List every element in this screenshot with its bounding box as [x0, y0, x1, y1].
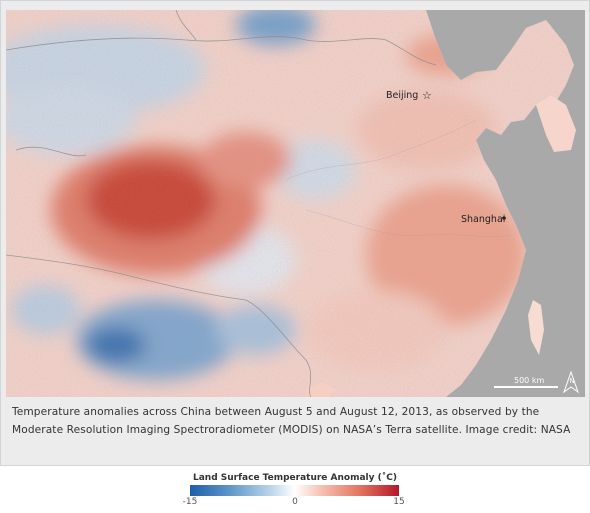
hainan	[306, 382, 336, 397]
beijing-marker: Beijing ☆	[386, 89, 432, 102]
shanghai-marker: Shanghai	[461, 214, 506, 225]
north-arrow-icon: N	[563, 370, 579, 394]
capital-star-icon: ☆	[422, 89, 432, 102]
legend-color-bar	[190, 485, 399, 496]
city-dot-icon	[502, 216, 506, 220]
borders	[6, 10, 437, 397]
legend-title: Land Surface Temperature Anomaly (˚C)	[193, 473, 397, 483]
korean-peninsula	[536, 95, 576, 152]
figure-frame: Beijing ☆ Shanghai 500 km N Temperature …	[0, 0, 590, 466]
shanghai-label: Shanghai	[461, 214, 505, 225]
legend-tick-zero: 0	[292, 497, 298, 507]
figure-caption: Temperature anomalies across China betwe…	[12, 406, 571, 436]
scale-bar: 500 km	[494, 376, 558, 388]
temperature-anomaly-map: Beijing ☆ Shanghai 500 km N	[6, 10, 585, 397]
legend-tick-min: -15	[182, 497, 198, 507]
beijing-label: Beijing	[386, 90, 418, 101]
legend-tick-max: 15	[393, 497, 405, 507]
taiwan	[528, 300, 544, 355]
scale-bar-label: 500 km	[514, 376, 544, 385]
map-svg: Beijing ☆ Shanghai 500 km N	[6, 10, 585, 397]
north-label: N	[569, 377, 574, 385]
